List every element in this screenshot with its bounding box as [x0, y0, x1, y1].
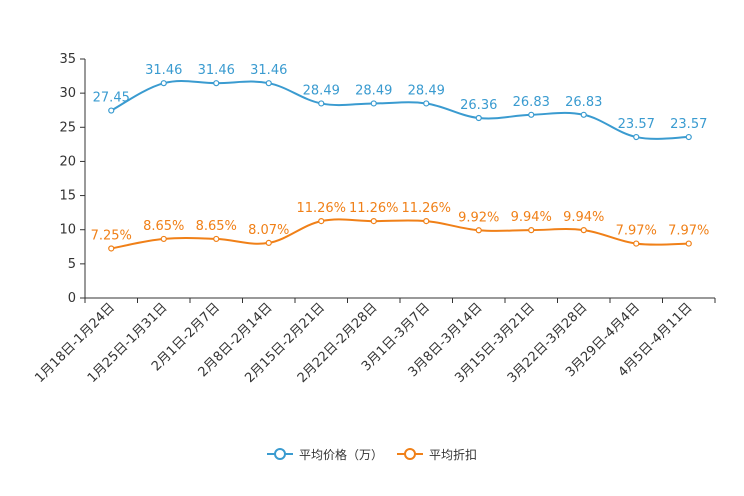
data-label: 9.94%: [563, 210, 604, 225]
data-point: [370, 100, 377, 107]
data-point: [580, 111, 587, 118]
data-label: 11.26%: [296, 201, 346, 216]
data-label: 8.07%: [248, 223, 289, 238]
data-point: [423, 218, 430, 225]
data-label: 11.26%: [349, 201, 399, 216]
legend-label-price: 平均价格（万）: [298, 447, 383, 462]
data-point: [685, 133, 692, 141]
data-label: 7.25%: [91, 228, 132, 243]
y-tick-label: 35: [59, 52, 76, 67]
data-point: [318, 218, 325, 225]
series-line-price: [110, 80, 689, 140]
y-tick-label: 15: [59, 189, 76, 204]
data-point: [685, 240, 692, 247]
y-tick-label: 30: [59, 86, 76, 101]
data-point: [318, 100, 325, 107]
data-point: [528, 111, 535, 118]
data-point: [633, 133, 640, 141]
data-label: 31.46: [145, 63, 182, 78]
legend: 平均价格（万） 平均折扣: [0, 444, 744, 464]
data-label: 28.49: [355, 83, 392, 98]
data-label: 23.57: [670, 117, 707, 132]
legend-item-price[interactable]: 平均价格（万）: [266, 446, 383, 463]
data-point: [475, 114, 482, 122]
y-tick-label: 25: [59, 120, 76, 135]
data-point: [108, 245, 115, 252]
data-point: [265, 80, 272, 87]
data-label: 26.36: [460, 98, 497, 113]
legend-marker-discount-icon: [397, 448, 423, 460]
series-line-discount: [111, 218, 689, 250]
data-point: [213, 235, 220, 243]
legend-label-discount: 平均折扣: [429, 447, 478, 462]
data-label: 7.97%: [668, 224, 709, 239]
legend-item-discount[interactable]: 平均折扣: [397, 446, 477, 463]
data-point: [160, 80, 167, 87]
data-label: 26.83: [513, 95, 550, 110]
data-point: [475, 227, 482, 234]
data-label: 26.83: [565, 95, 602, 110]
data-label: 8.65%: [143, 219, 184, 234]
data-point: [265, 239, 272, 246]
data-point: [580, 227, 587, 234]
data-point: [423, 100, 430, 107]
data-point: [160, 235, 167, 243]
y-tick-label: 20: [59, 154, 76, 169]
data-label: 9.92%: [458, 210, 499, 225]
data-label: 31.46: [198, 63, 235, 78]
data-point: [213, 80, 220, 87]
data-label: 11.26%: [401, 201, 451, 216]
data-label: 31.46: [250, 63, 287, 78]
data-point: [528, 227, 535, 234]
data-point: [370, 218, 377, 225]
data-label: 7.97%: [616, 224, 657, 239]
data-label: 27.45: [93, 91, 130, 106]
y-tick-label: 5: [68, 257, 76, 272]
data-point: [633, 240, 640, 247]
data-label: 8.65%: [196, 219, 237, 234]
data-label: 23.57: [618, 117, 655, 132]
legend-marker-price-icon: [266, 448, 293, 460]
y-tick-label: 10: [59, 223, 76, 238]
data-label: 28.49: [303, 83, 340, 98]
data-label: 28.49: [408, 83, 445, 98]
data-point: [108, 107, 115, 114]
data-label: 9.94%: [511, 210, 552, 225]
y-tick-label: 0: [68, 291, 76, 306]
